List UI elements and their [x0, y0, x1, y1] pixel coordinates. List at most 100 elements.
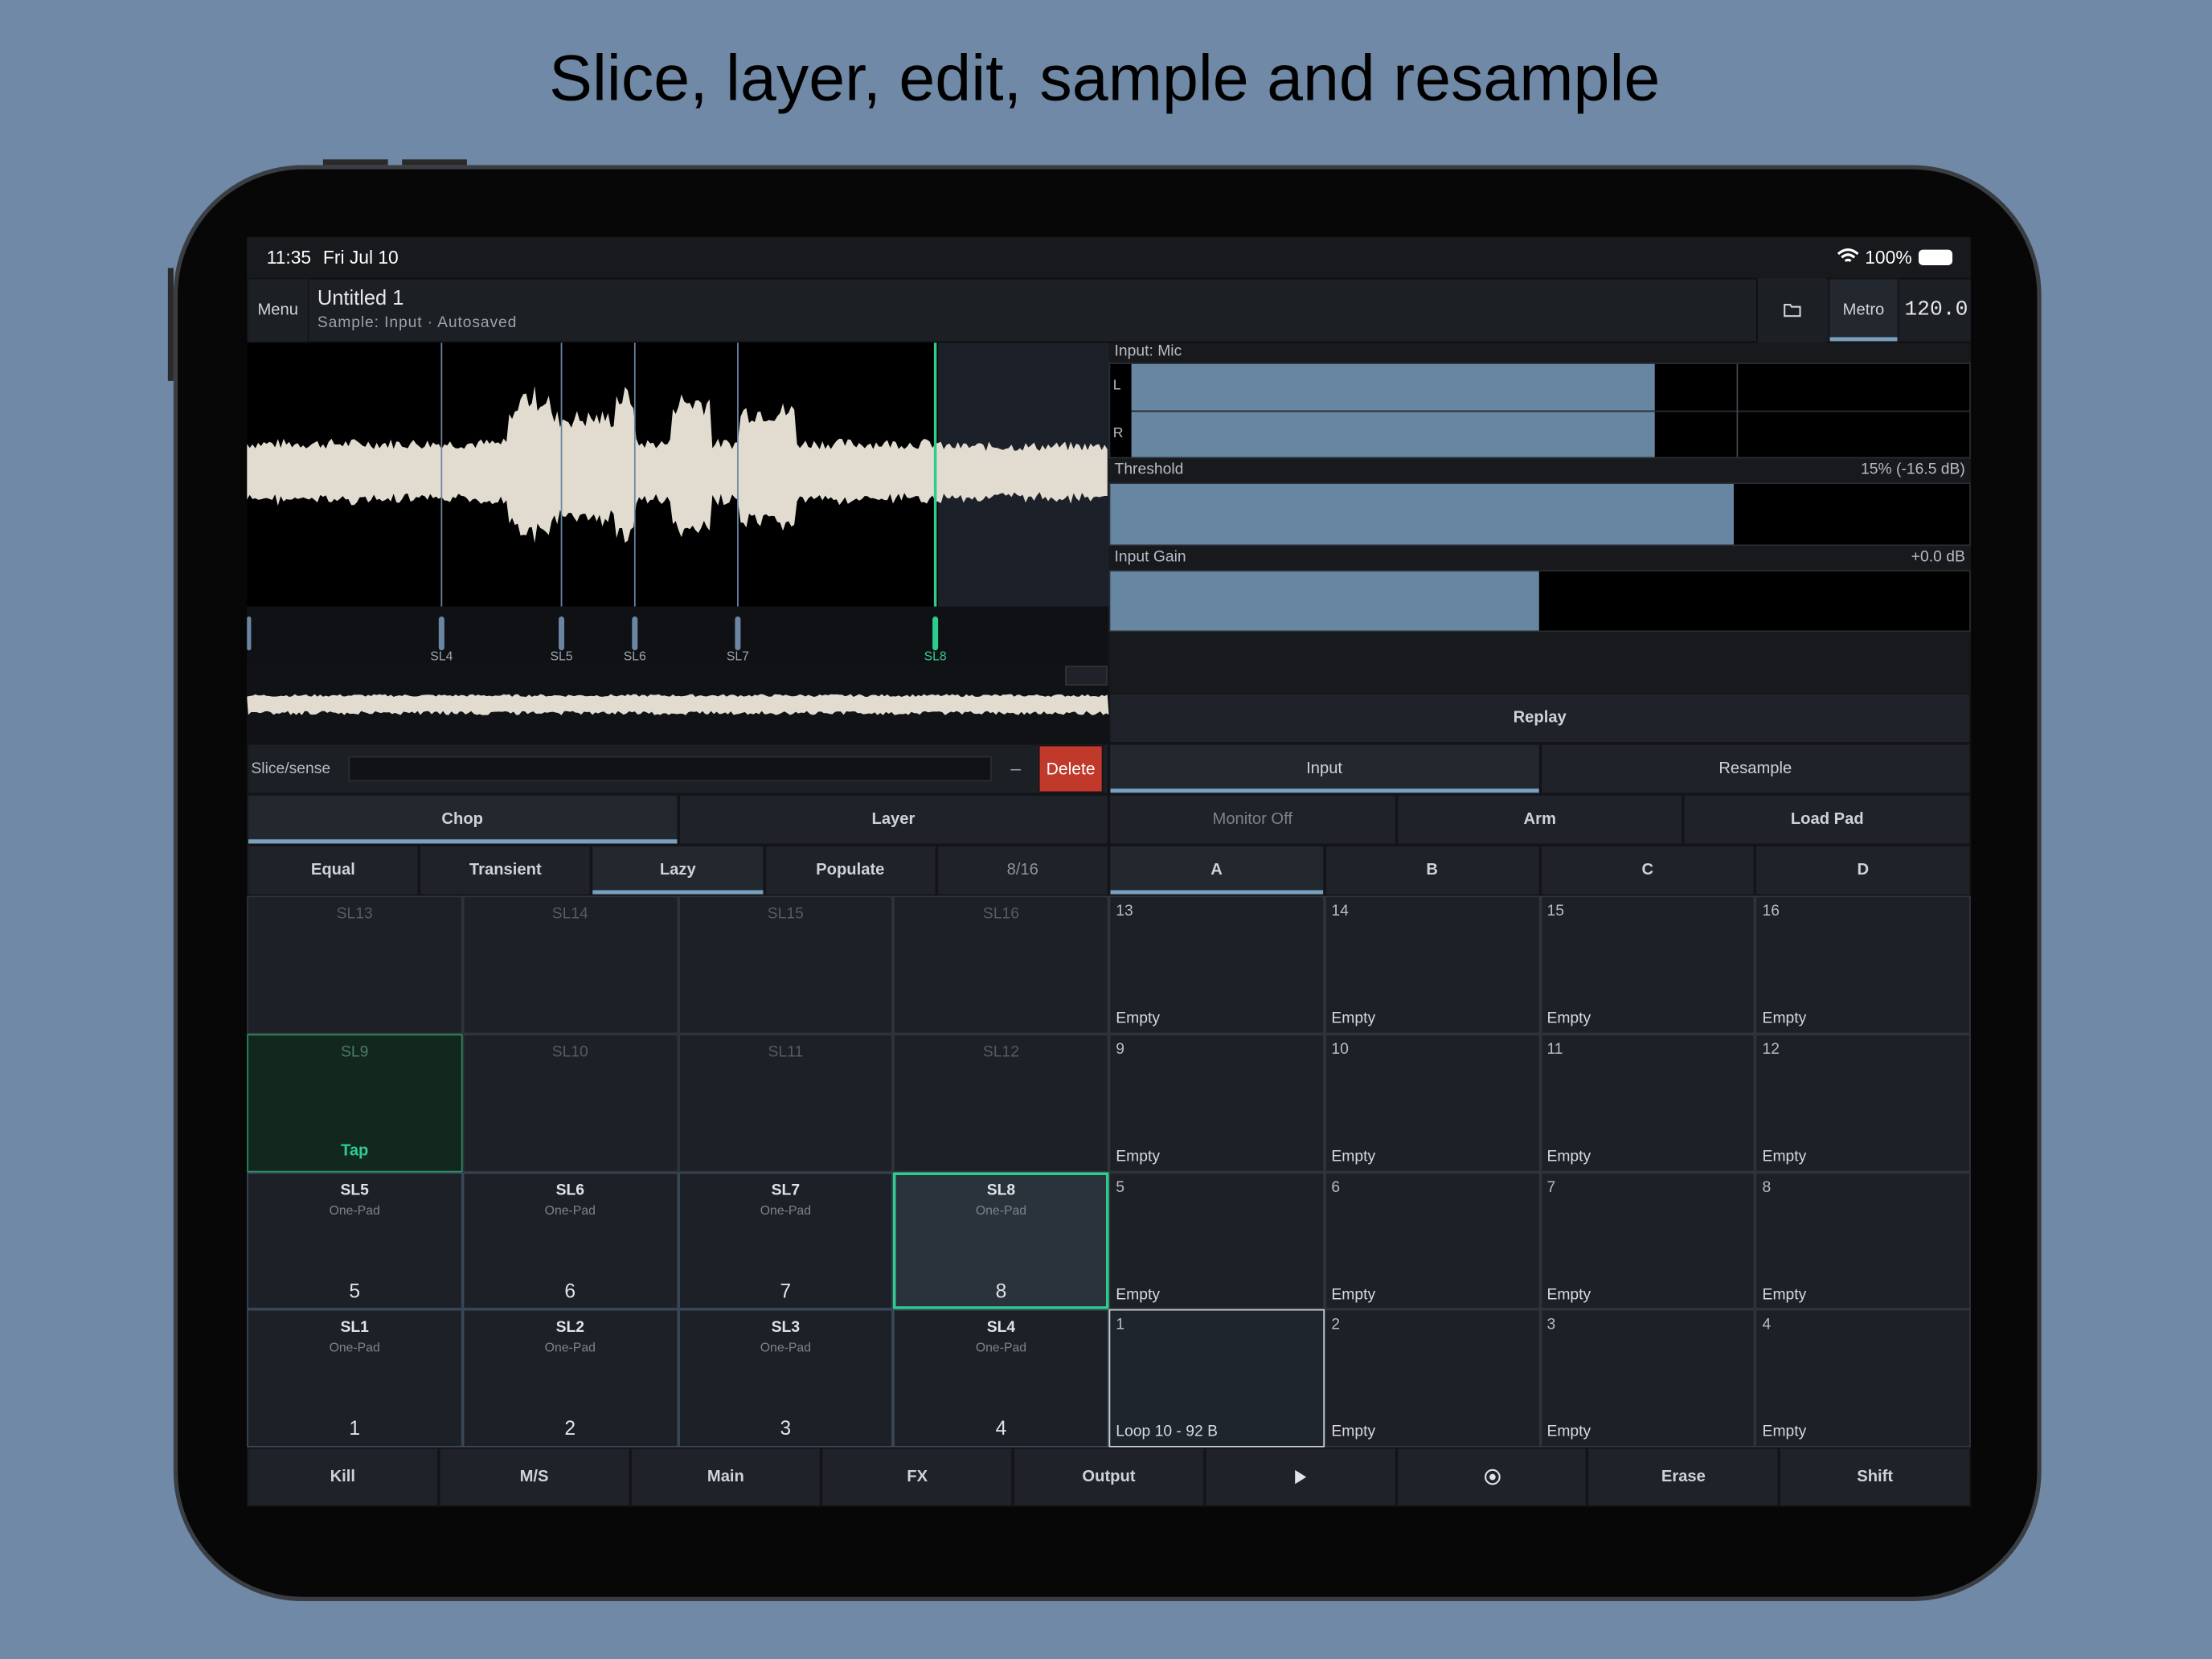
mode-tab[interactable]: Layer	[678, 794, 1109, 846]
slice-minus[interactable]: –	[1010, 757, 1022, 779]
threshold-label: Threshold	[1114, 461, 1184, 478]
slice-pad[interactable]	[247, 1309, 463, 1448]
collapse-button[interactable]	[1065, 666, 1108, 686]
bank-tab[interactable]: A	[1108, 845, 1325, 896]
wifi-arc	[1837, 248, 1859, 263]
record-button[interactable]: Load Pad	[1683, 794, 1971, 846]
slice-pad[interactable]	[893, 1171, 1109, 1310]
slice-pad[interactable]	[462, 1309, 678, 1448]
chop-mode[interactable]: Populate	[764, 845, 937, 896]
transport-button[interactable]: Shift	[1779, 1447, 1971, 1507]
slice-pad[interactable]	[893, 1309, 1109, 1448]
pad[interactable]	[1539, 1309, 1755, 1448]
transport-button[interactable]: M/S	[438, 1447, 630, 1507]
delete-button[interactable]: Delete	[1038, 744, 1104, 793]
pad[interactable]	[1755, 1034, 1971, 1172]
pad-content: Empty	[1116, 1148, 1161, 1165]
bank-tab[interactable]: B	[1324, 845, 1540, 896]
slice-pad[interactable]	[247, 1034, 463, 1172]
pad[interactable]	[1324, 895, 1540, 1034]
slice-slider[interactable]	[348, 756, 992, 782]
pad[interactable]	[1755, 1309, 1971, 1448]
input-label: Input: Mic	[1114, 342, 1182, 360]
pad[interactable]	[1324, 1034, 1540, 1172]
transport-button[interactable]: Erase	[1587, 1447, 1780, 1507]
chop-mode[interactable]: Lazy	[592, 845, 764, 896]
marker-label: SL6	[623, 649, 646, 663]
metro-button[interactable]: Metro	[1828, 277, 1899, 343]
record-button[interactable]: Monitor Off	[1108, 794, 1397, 846]
pad-content: Empty	[1331, 1285, 1376, 1303]
status-date: Fri Jul 10	[322, 247, 399, 268]
pad[interactable]	[1324, 1309, 1540, 1448]
chop-mode[interactable]: Equal	[247, 845, 420, 896]
pad-number: 6	[1331, 1178, 1341, 1196]
slice-pad[interactable]	[678, 1309, 894, 1448]
chop-mode[interactable]: 8/16	[936, 845, 1109, 896]
meter-channel-label: R	[1112, 426, 1124, 442]
source-tab[interactable]: Resample	[1539, 743, 1971, 795]
pad-content: Empty	[1546, 1285, 1591, 1303]
slice-pad[interactable]	[893, 1034, 1109, 1172]
pad[interactable]	[1755, 1171, 1971, 1310]
transport-button[interactable]: Main	[629, 1447, 822, 1507]
mode-tab[interactable]: Chop	[247, 794, 678, 846]
slice-pad[interactable]	[893, 895, 1109, 1034]
transport-button[interactable]: FX	[821, 1447, 1014, 1507]
slice-pad[interactable]	[462, 1171, 678, 1310]
slice-pad[interactable]	[678, 1171, 894, 1310]
pad[interactable]	[1324, 1171, 1540, 1310]
pad[interactable]	[1108, 1309, 1325, 1448]
slice-pad-mode: One-Pad	[760, 1340, 811, 1355]
slice-pad[interactable]	[678, 1034, 894, 1172]
slice-pad-mode: One-Pad	[329, 1340, 380, 1355]
replay-button[interactable]: Replay	[1108, 692, 1971, 743]
transport-button[interactable]: Kill	[247, 1447, 439, 1507]
slice-pad-label: SL11	[768, 1043, 804, 1061]
slice-pad-number: 5	[349, 1279, 361, 1302]
pad-number: 3	[1546, 1316, 1556, 1334]
pad-content: Empty	[1762, 1010, 1807, 1027]
record-button[interactable]: Arm	[1396, 794, 1684, 846]
slice-pad-label: SL10	[551, 1043, 588, 1061]
pad-content: Empty	[1546, 1148, 1591, 1165]
slice-pad[interactable]	[247, 1171, 463, 1310]
slice-pad-mode: One-Pad	[760, 1202, 811, 1217]
source-tab[interactable]: Input	[1108, 743, 1540, 795]
tempo: 120.0	[1904, 297, 1968, 322]
status-battery: 100%	[1865, 247, 1912, 268]
pad[interactable]	[1539, 895, 1755, 1034]
slice-pad[interactable]	[678, 895, 894, 1034]
pad-content: Empty	[1331, 1423, 1376, 1441]
bank-tab[interactable]: D	[1755, 845, 1971, 896]
waveform	[247, 342, 1108, 607]
record-dot	[1489, 1473, 1495, 1481]
pad-number: 12	[1762, 1040, 1780, 1058]
pad-content: Loop 10 - 92 B	[1116, 1423, 1218, 1441]
status-time: 11:35	[266, 247, 312, 268]
chop-mode[interactable]: Transient	[419, 845, 592, 896]
folder-button[interactable]	[1756, 277, 1827, 343]
slice-pad[interactable]	[247, 895, 463, 1034]
slice-pad-number: 8	[995, 1279, 1007, 1302]
slice-pad-label: SL16	[982, 905, 1020, 923]
pad[interactable]	[1755, 895, 1971, 1034]
slice-pad[interactable]	[462, 1034, 678, 1172]
pad[interactable]	[1108, 1171, 1325, 1310]
transport-button[interactable]: Output	[1013, 1447, 1205, 1507]
pad-number: 16	[1762, 903, 1780, 920]
pad[interactable]	[1539, 1034, 1755, 1172]
slice-pad[interactable]	[462, 895, 678, 1034]
pad-number: 9	[1116, 1040, 1125, 1058]
pad[interactable]	[1108, 895, 1325, 1034]
pad-content: Empty	[1762, 1148, 1807, 1165]
marker-handle	[559, 616, 565, 651]
slice-pad-label: SL5	[340, 1181, 369, 1198]
menu-button[interactable]: Menu	[247, 277, 309, 343]
pad-number: 13	[1116, 903, 1133, 920]
pad[interactable]	[1108, 1034, 1325, 1172]
project-name: Untitled 1	[317, 288, 404, 311]
bank-tab[interactable]: C	[1539, 845, 1755, 896]
pad[interactable]	[1539, 1171, 1755, 1310]
